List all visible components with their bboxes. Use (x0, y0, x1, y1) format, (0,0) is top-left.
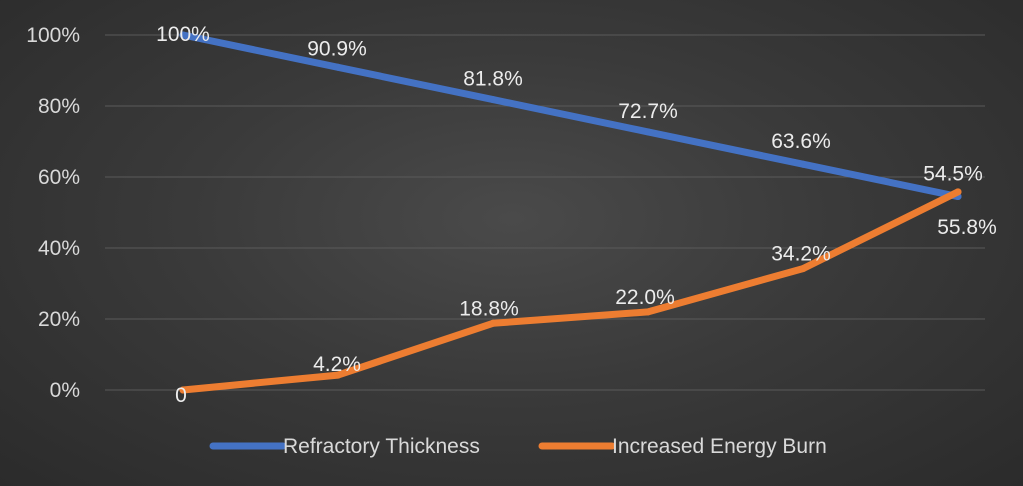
data-labels: 100% 90.9% 81.8% 72.7% 63.6% 54.5% 0 4.2% 18.8% 2… (156, 23, 997, 407)
legend-label: Refractory Thickness (283, 435, 480, 458)
series-lines (179, 31, 962, 394)
y-tick-label: 60% (38, 166, 80, 189)
data-point (644, 308, 652, 316)
data-point (489, 96, 497, 104)
legend-label: Increased Energy Burn (612, 435, 827, 458)
data-point (334, 63, 342, 71)
data-label: 72.7% (618, 100, 678, 123)
data-point (644, 128, 652, 136)
data-label: 18.8% (459, 297, 519, 320)
data-point (334, 371, 342, 379)
y-tick-label: 0% (50, 379, 80, 402)
data-point (489, 319, 497, 327)
y-tick-label: 20% (38, 308, 80, 331)
y-tick-label: 80% (38, 95, 80, 118)
series-line-0 (179, 31, 962, 201)
data-label: 100% (156, 23, 210, 46)
data-label: 54.5% (923, 163, 983, 186)
data-label: 55.8% (937, 216, 997, 239)
data-point (179, 386, 187, 394)
legend: Refractory Thickness Increased Energy Bur… (209, 435, 827, 458)
data-label: 22.0% (615, 286, 675, 309)
data-label: 90.9% (307, 37, 367, 60)
y-tick-label: 40% (38, 237, 80, 260)
data-label: 34.2% (771, 243, 831, 266)
y-axis: 0% 20% 40% 60% 80% 100% (26, 24, 80, 402)
data-label: 0 (175, 384, 187, 407)
data-point (179, 31, 187, 39)
data-point (954, 188, 962, 196)
y-tick-label: 100% (26, 24, 80, 47)
data-point (799, 265, 807, 273)
data-label: 4.2% (313, 353, 361, 376)
series-line-1 (179, 188, 962, 394)
data-point (799, 160, 807, 168)
data-label: 81.8% (463, 68, 523, 91)
gridlines (105, 34, 985, 391)
data-label: 63.6% (771, 130, 831, 153)
